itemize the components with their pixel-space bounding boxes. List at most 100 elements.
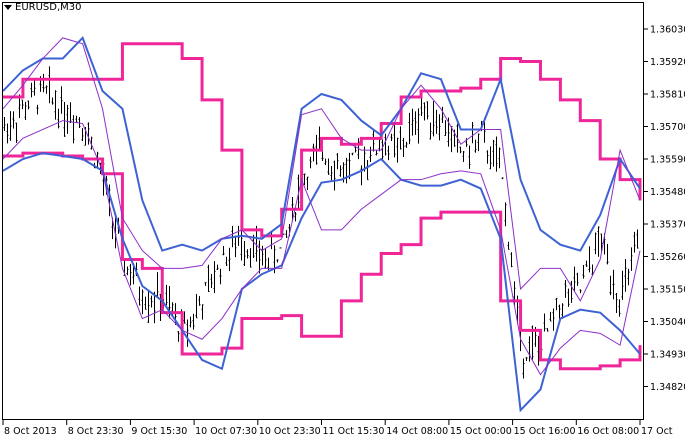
ohlc-bar (501, 177, 504, 180)
ohlc-bar (324, 158, 327, 166)
ohlc-bar (564, 280, 567, 298)
ohlc-bar (189, 316, 192, 328)
ohlc-bar (636, 229, 639, 249)
x-tick-label: 16 Oct 08:00 (577, 426, 639, 437)
y-tick-label: 1.35260 (650, 252, 685, 263)
ohlc-bar (399, 126, 402, 150)
x-tick-label: 8 Oct 2013 (4, 426, 57, 437)
ohlc-bar (510, 252, 513, 268)
ohlc-bar (327, 158, 330, 175)
ohlc-bar (258, 240, 261, 274)
ohlc-bar (522, 358, 525, 379)
chart-title[interactable]: EURUSD,M30 (4, 2, 81, 13)
ohlc-bar (339, 165, 342, 177)
y-tick-label: 1.35370 (650, 220, 685, 231)
ohlc-bar (150, 295, 153, 308)
y-tick-label: 1.35920 (650, 57, 685, 68)
ohlc-bar (360, 165, 363, 186)
ohlc-bar (375, 150, 378, 156)
ohlc-bar (198, 296, 201, 306)
ohlc-bar (426, 101, 429, 120)
ohlc-bar (594, 232, 597, 255)
ohlc-bar (204, 281, 207, 286)
ohlc-bar (183, 311, 186, 324)
ohlc-bar (48, 66, 51, 104)
ohlc-bar (3, 117, 6, 132)
ohlc-bar (141, 289, 144, 315)
x-tick-label: 11 Oct 15:30 (323, 426, 385, 437)
indicator-line-0 (3, 42, 642, 238)
indicator-line-5 (2, 120, 641, 376)
symbol-label: EURUSD,M30 (15, 2, 82, 13)
ohlc-bar (459, 146, 462, 154)
ohlc-bar (51, 97, 54, 105)
ohlc-bar (69, 102, 72, 123)
ohlc-bar (240, 230, 243, 261)
ohlc-bar (618, 299, 621, 317)
ohlc-bar (129, 263, 132, 286)
ohlc-bar (432, 101, 435, 137)
ohlc-bar (72, 115, 75, 144)
ohlc-bar (450, 126, 453, 153)
ohlc-bar (222, 246, 225, 256)
ohlc-bar (387, 145, 390, 161)
ohlc-bar (582, 265, 585, 279)
y-tick-label: 1.34820 (650, 382, 685, 393)
ohlc-bar (255, 225, 258, 262)
ohlc-bar (405, 141, 408, 148)
ohlc-bar (549, 311, 552, 322)
ohlc-bar (213, 261, 216, 294)
ohlc-bar (270, 231, 273, 250)
ohlc-bar (33, 79, 36, 96)
ohlc-bar (489, 146, 492, 170)
ohlc-bar (90, 136, 93, 150)
ohlc-bar (261, 245, 264, 266)
ohlc-bar (366, 160, 369, 181)
ohlc-bar (165, 284, 168, 306)
ohlc-bar (597, 226, 600, 257)
ohlc-bar (561, 303, 564, 319)
ohlc-bar (57, 108, 60, 129)
ohlc-bar (477, 133, 480, 152)
ohlc-bar (9, 111, 12, 141)
ohlc-bar (474, 139, 477, 153)
ohlc-bar (249, 248, 252, 268)
x-tick-label: 15 Oct 16:00 (514, 426, 576, 437)
ohlc-bar (627, 268, 630, 286)
ohlc-bar (486, 150, 489, 164)
ohlc-bar (12, 111, 15, 129)
ohlc-bar (264, 248, 267, 269)
ohlc-bar (333, 160, 336, 191)
price-bars (3, 66, 639, 379)
ohlc-bar (555, 297, 558, 311)
ohlc-bar (417, 108, 420, 144)
ohlc-bar (567, 288, 570, 307)
ohlc-bar (573, 266, 576, 291)
ohlc-bar (351, 152, 354, 156)
ohlc-bar (15, 122, 18, 144)
ohlc-bar (495, 136, 498, 172)
dropdown-triangle-icon[interactable] (4, 5, 12, 10)
ohlc-bar (396, 137, 399, 163)
ohlc-bar (492, 139, 495, 167)
ohlc-bar (624, 259, 627, 292)
ohlc-bar (87, 122, 90, 145)
ohlc-bar (528, 336, 531, 362)
ohlc-bar (66, 104, 69, 134)
ohlc-bar (30, 82, 33, 98)
indicator-line-2 (2, 36, 641, 252)
y-tick-label: 1.35810 (650, 90, 685, 101)
y-axis: 1.36030 1.35920 1.35810 1.35700 1.35590 1.354… (644, 25, 685, 393)
ohlc-bar (378, 139, 381, 152)
ohlc-bar (438, 114, 441, 141)
ohlc-bar (621, 270, 624, 300)
ohlc-bar (195, 294, 198, 319)
ohlc-bar (612, 269, 615, 300)
ohlc-bar (588, 246, 591, 273)
ohlc-bar (54, 90, 57, 120)
ohlc-bar (144, 296, 147, 310)
ohlc-bar (348, 152, 351, 180)
ohlc-bar (411, 108, 414, 136)
ohlc-bar (345, 157, 348, 184)
